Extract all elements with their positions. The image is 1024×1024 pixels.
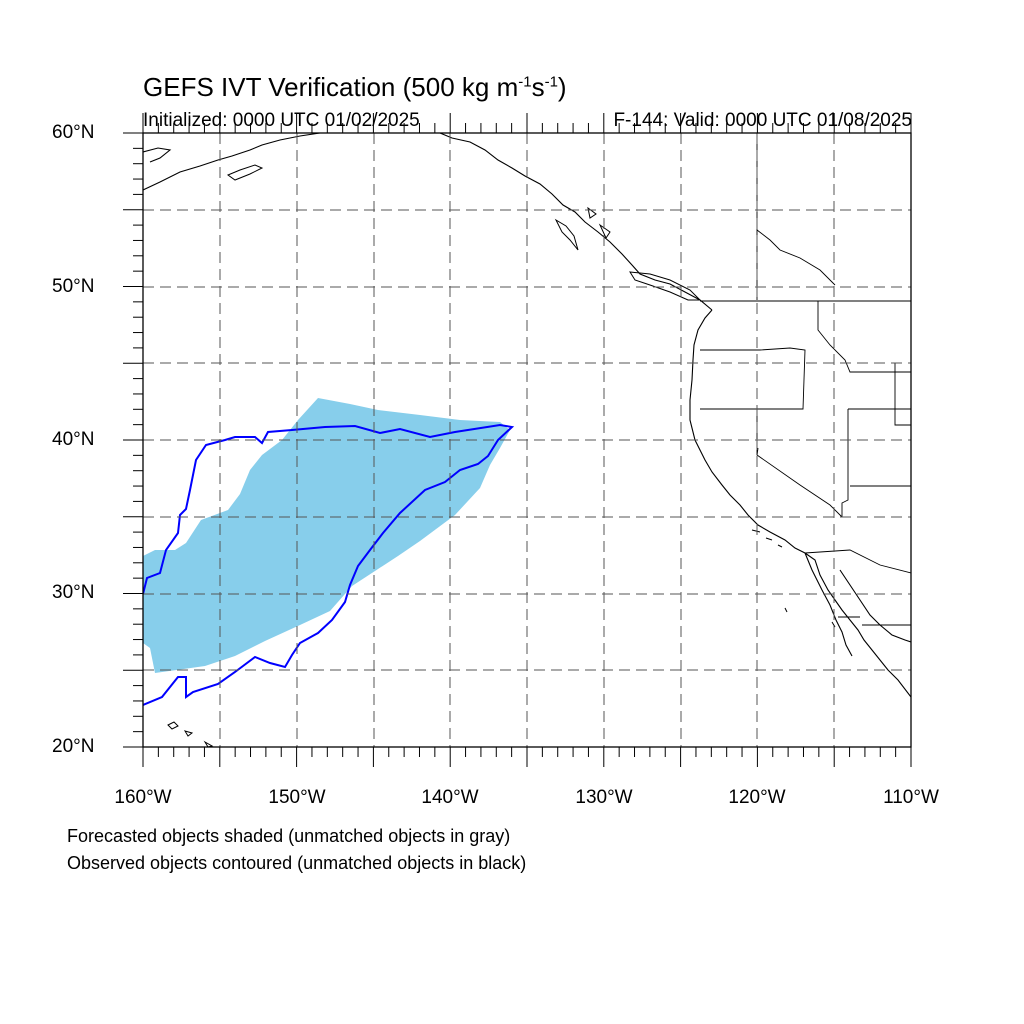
lon-label-110w: 110°W	[883, 787, 939, 808]
coastline-hawaii	[167, 721, 214, 747]
coastline-islands-bc	[226, 164, 702, 301]
lat-label-40n: 40°N	[52, 429, 95, 450]
lon-label-160w: 160°W	[114, 787, 172, 808]
valid-time-label: F-144: Valid: 0000 UTC 01/08/2025	[613, 110, 912, 131]
map-grid	[143, 133, 911, 747]
init-time-label: Initialized: 0000 UTC 01/02/2025	[143, 110, 420, 131]
footnote-observed: Observed objects contoured (unmatched ob…	[67, 853, 527, 873]
coastline-channel-islands	[751, 529, 836, 628]
lat-label-60n: 60°N	[52, 122, 95, 143]
footnote-forecast: Forecasted objects shaded (unmatched obj…	[67, 826, 511, 846]
axis-ticks	[123, 113, 912, 767]
lat-label-20n: 20°N	[52, 736, 95, 757]
observed-object	[143, 423, 515, 706]
lat-label-30n: 30°N	[52, 582, 95, 603]
lon-label-140w: 140°W	[421, 787, 479, 808]
coastline-alaska	[143, 133, 713, 311]
lon-label-120w: 120°W	[728, 787, 786, 808]
lon-label-150w: 150°W	[268, 787, 326, 808]
coastline-us-west	[689, 309, 911, 698]
lon-label-130w: 130°W	[575, 787, 633, 808]
political-boundaries	[700, 133, 911, 626]
lat-label-50n: 50°N	[52, 276, 95, 297]
chart-title: GEFS IVT Verification (500 kg m-1s-1)	[143, 72, 567, 102]
forecast-object	[143, 398, 510, 673]
